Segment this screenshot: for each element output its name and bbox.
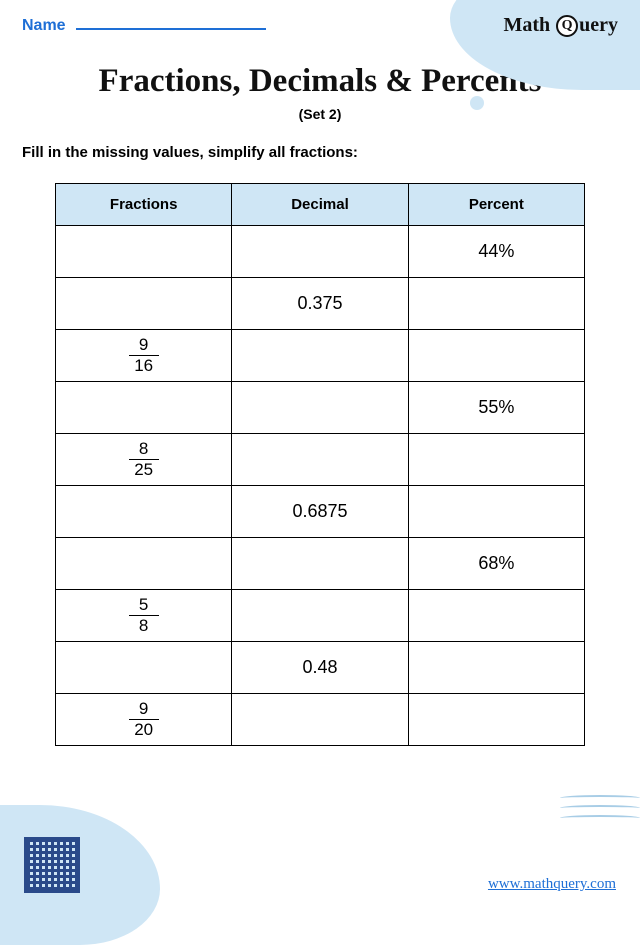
table-row: 44% (56, 226, 585, 278)
brand-part2: uery (579, 14, 618, 36)
col-header-percent: Percent (408, 184, 584, 226)
cell-decimal[interactable] (232, 694, 408, 746)
qr-code (24, 837, 80, 893)
cell-decimal[interactable] (232, 538, 408, 590)
name-label: Name (22, 17, 66, 34)
fraction-value: 825 (129, 440, 159, 480)
table-row: 916 (56, 330, 585, 382)
cell-decimal[interactable] (232, 330, 408, 382)
table-row: 68% (56, 538, 585, 590)
cell-decimal[interactable] (232, 434, 408, 486)
cell-percent[interactable] (408, 278, 584, 330)
fraction-value: 916 (129, 336, 159, 376)
col-header-fractions: Fractions (56, 184, 232, 226)
fraction-value: 920 (129, 700, 159, 740)
cell-fraction[interactable] (56, 278, 232, 330)
brand-q-icon: Q (556, 15, 578, 37)
name-input-line[interactable] (76, 28, 266, 30)
cell-fraction[interactable] (56, 538, 232, 590)
cell-decimal[interactable] (232, 226, 408, 278)
cell-percent[interactable] (408, 330, 584, 382)
cell-percent[interactable]: 68% (408, 538, 584, 590)
table-row: 920 (56, 694, 585, 746)
cell-fraction[interactable] (56, 642, 232, 694)
cell-fraction[interactable]: 825 (56, 434, 232, 486)
table-row: 58 (56, 590, 585, 642)
cell-percent[interactable]: 44% (408, 226, 584, 278)
cell-percent[interactable] (408, 434, 584, 486)
table-row: 55% (56, 382, 585, 434)
name-field[interactable]: Name (22, 17, 266, 35)
fraction-value: 58 (129, 596, 159, 636)
cell-percent[interactable]: 55% (408, 382, 584, 434)
cell-percent[interactable] (408, 590, 584, 642)
cell-percent[interactable] (408, 642, 584, 694)
cell-fraction[interactable] (56, 226, 232, 278)
cell-decimal[interactable]: 0.375 (232, 278, 408, 330)
instructions-text: Fill in the missing values, simplify all… (22, 144, 640, 161)
cell-fraction[interactable]: 916 (56, 330, 232, 382)
worksheet-table: Fractions Decimal Percent 44%0.375 916 55%… (55, 183, 585, 746)
table-row: 0.6875 (56, 486, 585, 538)
brand-part1: Math (503, 14, 555, 36)
table-row: 0.375 (56, 278, 585, 330)
cell-percent[interactable] (408, 486, 584, 538)
col-header-decimal: Decimal (232, 184, 408, 226)
table-row: 0.48 (56, 642, 585, 694)
cell-fraction[interactable]: 920 (56, 694, 232, 746)
table-row: 825 (56, 434, 585, 486)
cell-decimal[interactable]: 0.6875 (232, 486, 408, 538)
footer-url[interactable]: www.mathquery.com (488, 876, 616, 893)
cell-decimal[interactable] (232, 590, 408, 642)
cell-percent[interactable] (408, 694, 584, 746)
cell-fraction[interactable]: 58 (56, 590, 232, 642)
page-subtitle: (Set 2) (0, 106, 640, 122)
cell-fraction[interactable] (56, 382, 232, 434)
cell-fraction[interactable] (56, 486, 232, 538)
cell-decimal[interactable]: 0.48 (232, 642, 408, 694)
brand-logo: Math Query (503, 14, 618, 37)
cell-decimal[interactable] (232, 382, 408, 434)
